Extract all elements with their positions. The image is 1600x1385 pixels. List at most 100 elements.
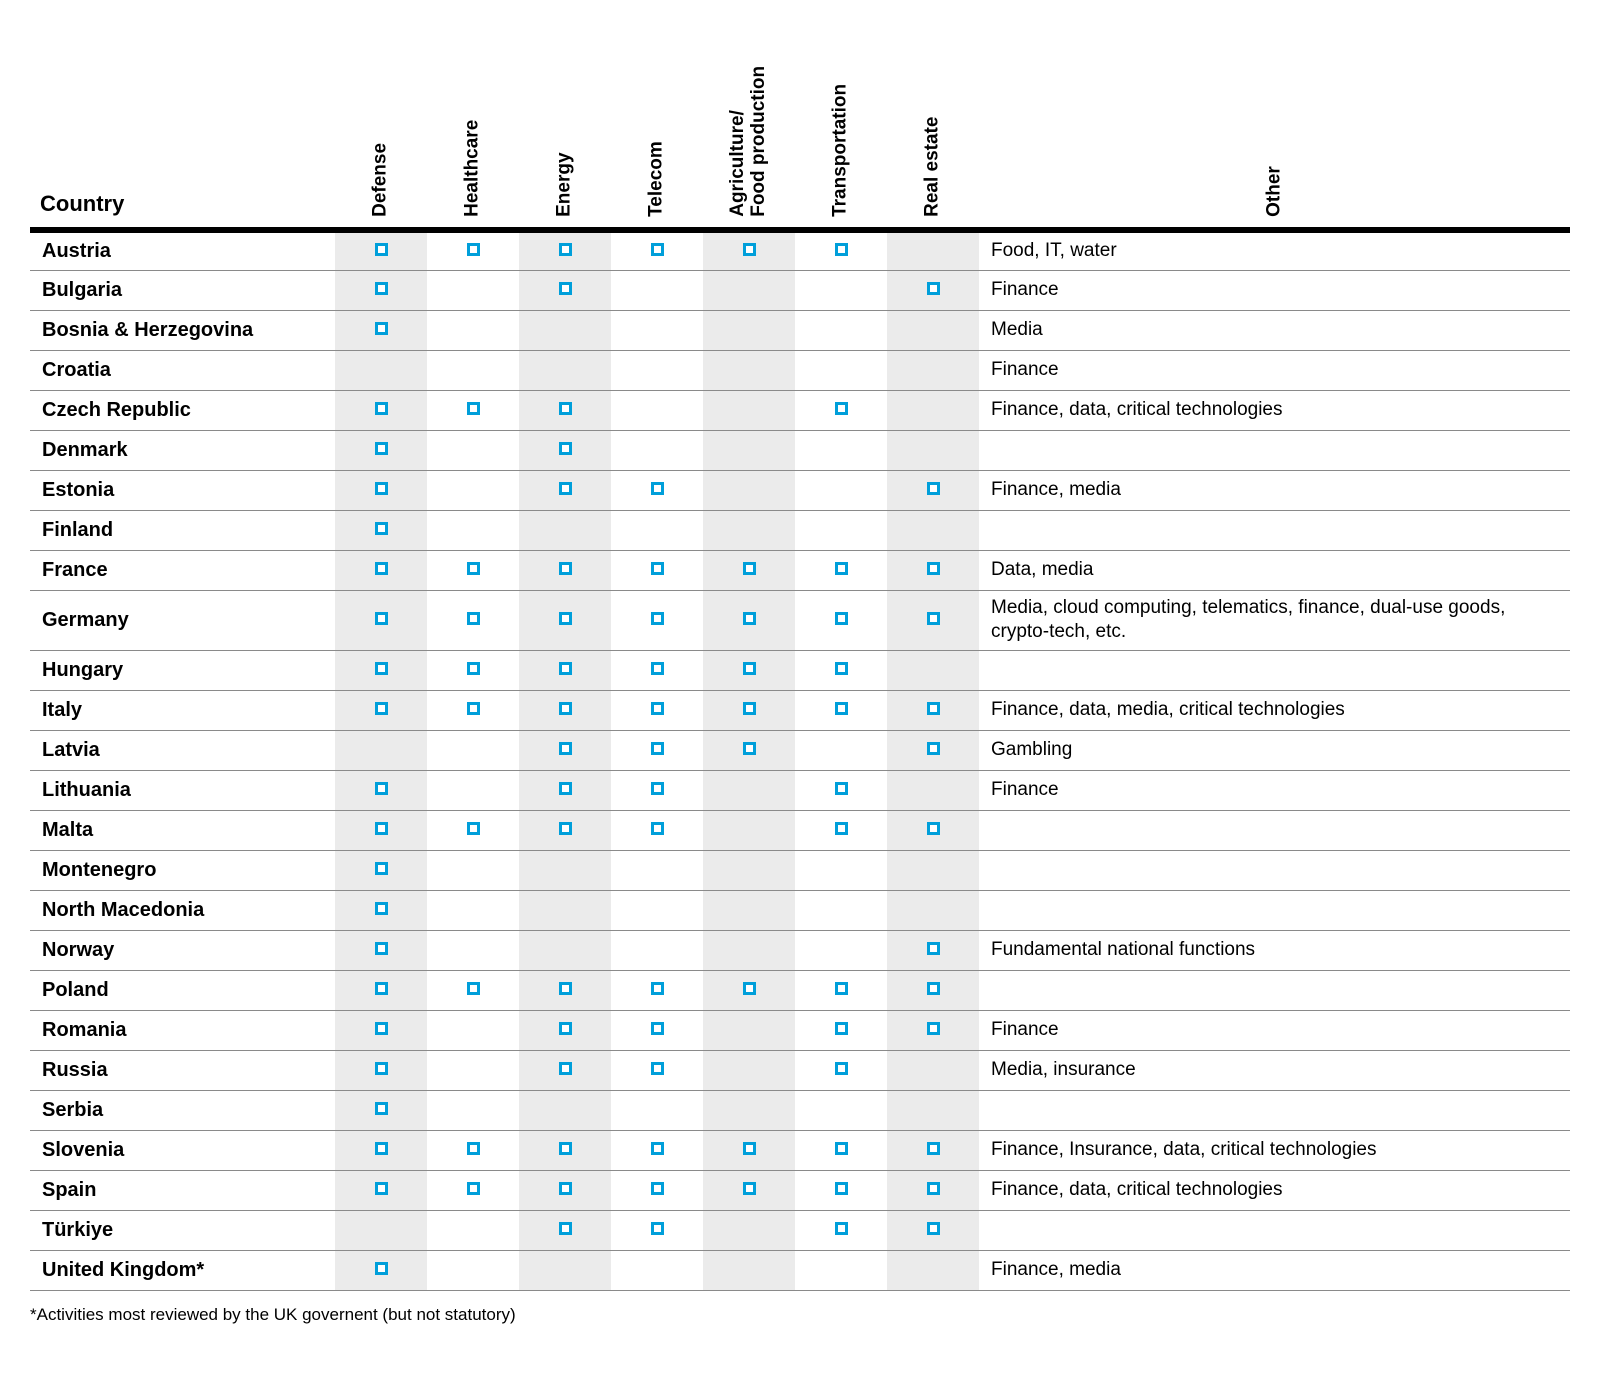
mark-cell	[427, 550, 519, 590]
mark-cell	[427, 850, 519, 890]
mark-cell	[427, 510, 519, 550]
mark-cell	[611, 930, 703, 970]
mark-cell	[887, 470, 979, 510]
mark-cell	[611, 590, 703, 650]
mark-cell	[887, 1010, 979, 1050]
other-cell: Finance, data, critical technologies	[979, 390, 1570, 430]
mark-cell	[427, 1130, 519, 1170]
other-cell: Finance, media	[979, 1250, 1570, 1290]
other-cell	[979, 650, 1570, 690]
marker-icon	[835, 1022, 848, 1035]
mark-cell	[703, 230, 795, 270]
mark-cell	[703, 650, 795, 690]
table-row: Finland	[30, 510, 1570, 550]
mark-cell	[887, 430, 979, 470]
marker-icon	[375, 612, 388, 625]
country-cell: United Kingdom*	[30, 1250, 335, 1290]
mark-cell	[887, 810, 979, 850]
mark-cell	[427, 270, 519, 310]
marker-icon	[375, 243, 388, 256]
country-cell: Spain	[30, 1170, 335, 1210]
country-cell: Norway	[30, 930, 335, 970]
mark-cell	[519, 770, 611, 810]
mark-cell	[427, 810, 519, 850]
mark-cell	[335, 1130, 427, 1170]
table-row: North Macedonia	[30, 890, 1570, 930]
marker-icon	[559, 742, 572, 755]
table-row: NorwayFundamental national functions	[30, 930, 1570, 970]
mark-cell	[519, 890, 611, 930]
mark-cell	[519, 230, 611, 270]
mark-cell	[335, 310, 427, 350]
header-sector-label: Telecom	[647, 141, 668, 217]
marker-icon	[927, 982, 940, 995]
country-cell: Czech Republic	[30, 390, 335, 430]
header-sector-label: Real estate	[923, 117, 944, 217]
mark-cell	[887, 510, 979, 550]
marker-icon	[927, 1222, 940, 1235]
mark-cell	[703, 1170, 795, 1210]
mark-cell	[703, 1250, 795, 1290]
marker-icon	[651, 1222, 664, 1235]
marker-icon	[375, 702, 388, 715]
mark-cell	[335, 1050, 427, 1090]
marker-icon	[651, 822, 664, 835]
mark-cell	[335, 890, 427, 930]
marker-icon	[835, 1142, 848, 1155]
mark-cell	[335, 850, 427, 890]
mark-cell	[611, 970, 703, 1010]
mark-cell	[703, 1210, 795, 1250]
marker-icon	[375, 282, 388, 295]
mark-cell	[335, 390, 427, 430]
mark-cell	[427, 1090, 519, 1130]
mark-cell	[519, 850, 611, 890]
marker-icon	[375, 522, 388, 535]
mark-cell	[887, 770, 979, 810]
mark-cell	[887, 590, 979, 650]
marker-icon	[927, 1142, 940, 1155]
marker-icon	[559, 442, 572, 455]
mark-cell	[703, 350, 795, 390]
marker-icon	[927, 482, 940, 495]
mark-cell	[611, 470, 703, 510]
marker-icon	[375, 1022, 388, 1035]
mark-cell	[519, 510, 611, 550]
marker-icon	[835, 822, 848, 835]
country-cell: Malta	[30, 810, 335, 850]
table-head: Country DefenseHealthcareEnergyTelecomAg…	[30, 30, 1570, 230]
mark-cell	[335, 590, 427, 650]
mark-cell	[795, 930, 887, 970]
marker-icon	[467, 1142, 480, 1155]
mark-cell	[611, 270, 703, 310]
mark-cell	[703, 770, 795, 810]
mark-cell	[795, 510, 887, 550]
country-cell: Bosnia & Herzegovina	[30, 310, 335, 350]
mark-cell	[887, 1170, 979, 1210]
other-cell: Food, IT, water	[979, 230, 1570, 270]
marker-icon	[651, 243, 664, 256]
mark-cell	[703, 930, 795, 970]
table-row: Czech Republic Finance, data, critical te…	[30, 390, 1570, 430]
country-cell: Estonia	[30, 470, 335, 510]
marker-icon	[559, 982, 572, 995]
marker-icon	[835, 612, 848, 625]
mark-cell	[611, 1210, 703, 1250]
mark-cell	[703, 470, 795, 510]
mark-cell	[795, 690, 887, 730]
mark-cell	[887, 550, 979, 590]
country-cell: Serbia	[30, 1090, 335, 1130]
marker-icon	[375, 402, 388, 415]
mark-cell	[703, 1050, 795, 1090]
marker-icon	[467, 562, 480, 575]
header-sector: Defense	[335, 30, 427, 230]
header-sector: Energy	[519, 30, 611, 230]
mark-cell	[887, 350, 979, 390]
mark-cell	[611, 310, 703, 350]
other-cell: Finance, data, critical technologies	[979, 1170, 1570, 1210]
country-cell: Slovenia	[30, 1130, 335, 1170]
table-row: Malta	[30, 810, 1570, 850]
mark-cell	[335, 350, 427, 390]
marker-icon	[375, 1142, 388, 1155]
marker-icon	[375, 902, 388, 915]
mark-cell	[335, 770, 427, 810]
